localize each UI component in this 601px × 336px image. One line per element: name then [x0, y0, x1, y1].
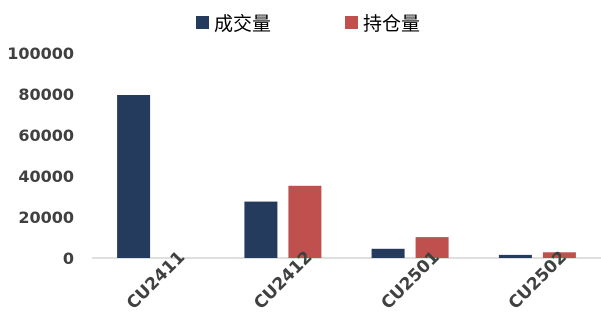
legend-label-trading-volume: 成交量: [214, 13, 271, 35]
legend-label-open-interest: 持仓量: [363, 13, 420, 35]
legend: 成交量 持仓量: [196, 13, 420, 35]
y-axis: 0 20000 40000 60000 80000 100000: [7, 44, 74, 268]
bar-cu2501-series-1: [415, 237, 449, 258]
y-tick-label: 20000: [18, 208, 74, 227]
y-tick-label: 100000: [7, 44, 74, 63]
legend-swatch-trading-volume: [196, 16, 209, 29]
y-tick-label: 80000: [18, 85, 74, 104]
y-tick-label: 60000: [18, 126, 74, 145]
bar-cu2412-series-1: [288, 185, 322, 258]
y-tick-label: 0: [63, 249, 74, 268]
bar-cu2502-series-0: [498, 254, 532, 258]
bar-cu2411-series-0: [117, 95, 151, 258]
legend-swatch-open-interest: [345, 16, 358, 29]
bar-cu2502-series-1: [542, 252, 576, 258]
bars: [117, 95, 576, 258]
bar-cu2501-series-0: [371, 248, 405, 258]
bar-cu2412-series-0: [244, 201, 278, 258]
y-tick-label: 40000: [18, 167, 74, 186]
